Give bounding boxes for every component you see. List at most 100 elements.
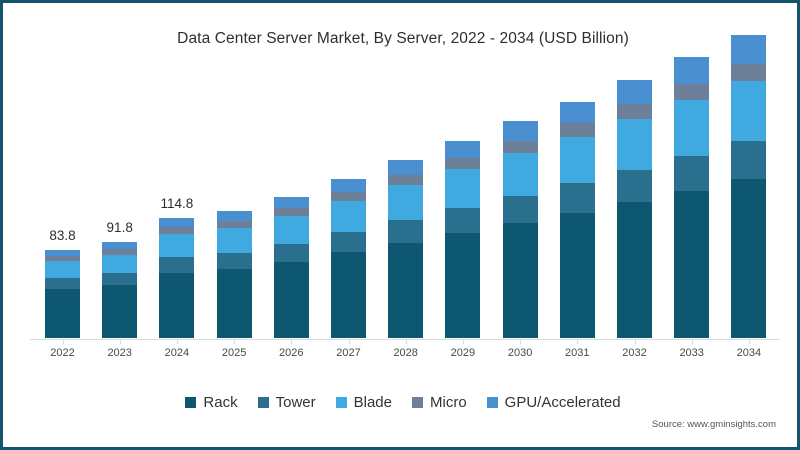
x-axis-tick [405, 340, 407, 344]
bar-stack [159, 217, 195, 338]
x-axis-tick [462, 340, 464, 344]
bar-stack [502, 121, 538, 338]
x-axis-label: 2034 [736, 347, 762, 359]
x-axis-tick [748, 340, 750, 344]
legend-swatch-icon [486, 397, 498, 408]
legend-item-rack[interactable]: Rack [185, 394, 238, 411]
bar-segment-rack [502, 222, 538, 338]
bar-segment-tower [273, 243, 309, 262]
bar-segment-tower [559, 183, 595, 213]
bar-segment-tower [45, 277, 80, 289]
bar-segment-blade [674, 99, 710, 156]
bar-segment-rack [674, 190, 710, 338]
legend-item-tower[interactable]: Tower [257, 394, 316, 411]
bar-stack [331, 178, 366, 338]
bar-segment-tower [502, 195, 538, 223]
bar-segment-gpu-accelerated [273, 197, 309, 209]
bar-value-label: 114.8 [160, 195, 194, 211]
bar-segment-tower [617, 169, 652, 202]
bar-stack [617, 79, 652, 338]
x-axis-tick [348, 340, 350, 344]
bar-segment-blade [617, 118, 652, 170]
bar-segment-micro [102, 249, 138, 255]
page-title: Data Center Server Market, By Server, 20… [177, 30, 629, 47]
x-axis-label: 2027 [336, 347, 361, 359]
bar-stack [216, 210, 252, 338]
bar-segment-gpu-accelerated [559, 101, 595, 124]
bar-segment-micro [445, 158, 481, 170]
x-axis-tick [291, 340, 293, 344]
bar-segment-gpu-accelerated [674, 57, 710, 85]
x-axis-label: 2025 [221, 347, 247, 359]
x-axis-label: 2026 [279, 347, 304, 359]
x-axis-label: 2030 [507, 347, 533, 359]
x-axis-label: 2028 [393, 347, 418, 359]
bar-segment-tower [331, 232, 366, 253]
bar-segment-rack [388, 242, 424, 338]
bar-segment-gpu-accelerated [502, 121, 538, 141]
bar-segment-rack [159, 272, 195, 338]
legend-swatch-icon [185, 397, 197, 408]
bar-segment-rack [617, 202, 652, 338]
x-axis-label: 2029 [450, 347, 476, 359]
legend-item-blade[interactable]: Blade [335, 394, 392, 411]
x-axis-tick [520, 340, 522, 344]
x-axis-label: 2032 [622, 347, 647, 359]
bar-segment-rack [445, 232, 481, 338]
bar-segment-blade [45, 260, 80, 278]
bar-segment-gpu-accelerated [331, 178, 366, 192]
bar-value-label: 91.8 [106, 219, 133, 235]
bar-segment-micro [159, 227, 195, 234]
bar-segment-blade [216, 227, 252, 253]
legend-label: Tower [275, 394, 316, 411]
bar-segment-micro [617, 103, 652, 119]
bar-stack [445, 141, 481, 338]
legend-label: Blade [353, 394, 392, 411]
bar-segment-rack [45, 288, 80, 338]
x-axis-label: 2031 [565, 347, 590, 359]
bar-segment-micro [45, 255, 80, 261]
bar-segment-tower [216, 252, 252, 269]
x-axis-tick [119, 340, 121, 344]
bar-segment-blade [159, 233, 195, 258]
bar-segment-blade [331, 200, 366, 233]
bar-segment-micro [731, 64, 767, 82]
x-axis-tick [234, 340, 236, 344]
x-axis-label: 2023 [107, 347, 132, 359]
bar-segment-blade [445, 169, 481, 209]
bar-segment-blade [731, 81, 767, 142]
legend-label: Micro [430, 394, 467, 411]
x-axis-tick [577, 340, 579, 344]
bar-segment-tower [445, 208, 481, 233]
bar-segment-blade [273, 216, 309, 244]
legend-item-micro[interactable]: Micro [412, 394, 467, 411]
bar-stack [674, 57, 710, 338]
bar-segment-rack [559, 213, 595, 338]
bar-segment-gpu-accelerated [159, 217, 195, 228]
legend-item-gpu-accelerated[interactable]: GPU/Accelerated [486, 394, 621, 411]
legend-label: Rack [203, 394, 238, 411]
bar-segment-rack [102, 284, 138, 338]
bar-segment-tower [731, 141, 767, 179]
bar-value-label: 83.8 [49, 228, 76, 244]
legend-swatch-icon [412, 397, 423, 408]
bar-segment-rack [216, 268, 252, 338]
bar-segment-rack [731, 179, 767, 338]
bar-segment-blade [102, 254, 138, 273]
bar-segment-rack [273, 261, 309, 338]
bar-segment-gpu-accelerated [388, 160, 424, 176]
bar-segment-tower [159, 257, 195, 273]
chart-legend: Rack Tower Blade Micro GPU/Accelerated [6, 394, 797, 411]
x-axis-label: 2033 [679, 347, 704, 359]
plot-area: 83.8 91.8 114.8 [34, 34, 776, 338]
bar-segment-gpu-accelerated [445, 141, 481, 159]
bar-segment-rack [331, 252, 366, 338]
bar-segment-blade [502, 152, 538, 196]
bar-segment-gpu-accelerated [731, 34, 767, 65]
bar-segment-micro [388, 175, 424, 186]
bar-stack [731, 34, 767, 338]
bar-segment-gpu-accelerated [617, 79, 652, 104]
bar-stack [45, 250, 80, 338]
bar-stack [273, 197, 309, 338]
legend-swatch-icon [257, 397, 269, 408]
